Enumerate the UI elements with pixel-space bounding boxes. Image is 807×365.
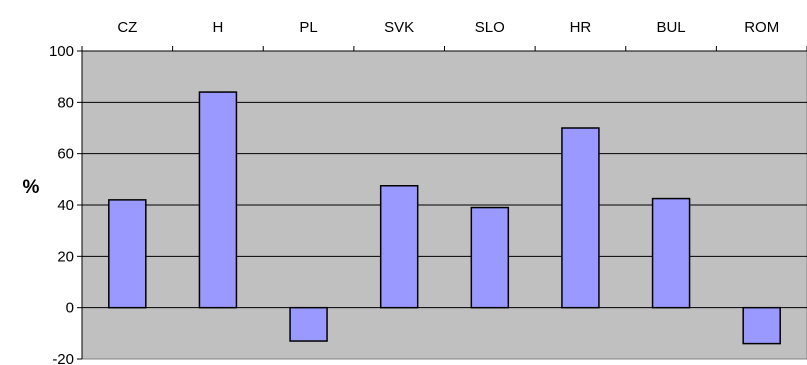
bars: [108, 91, 781, 345]
y-tick-label: 20: [57, 248, 74, 265]
y-tick-label: 40: [57, 197, 74, 214]
category-label: CZ: [117, 19, 137, 36]
category-label: SLO: [475, 19, 505, 36]
bar: [742, 306, 781, 345]
bar: [289, 306, 328, 342]
bar: [470, 206, 510, 309]
category-label: H: [213, 19, 224, 36]
y-axis-label: %: [23, 177, 40, 198]
y-tick-label: 100: [49, 43, 74, 60]
bar: [651, 197, 691, 309]
bar: [198, 91, 238, 309]
y-tick-label: 60: [57, 146, 74, 163]
category-label: PL: [299, 19, 317, 36]
y-tick-label: -20: [52, 351, 74, 365]
category-label: ROM: [744, 19, 779, 36]
y-tick-label: 80: [57, 94, 74, 111]
bar: [561, 127, 600, 309]
y-tick-label: 0: [66, 300, 74, 317]
bar: [108, 199, 147, 309]
bar: [379, 185, 419, 309]
category-label: BUL: [656, 19, 685, 36]
y-axis: 100 80 60 40 20 0 -20: [49, 43, 83, 365]
category-label: HR: [570, 19, 592, 36]
category-label: SVK: [384, 19, 414, 36]
x-axis: CZ H PL SVK SLO HR BUL ROM: [81, 19, 807, 52]
